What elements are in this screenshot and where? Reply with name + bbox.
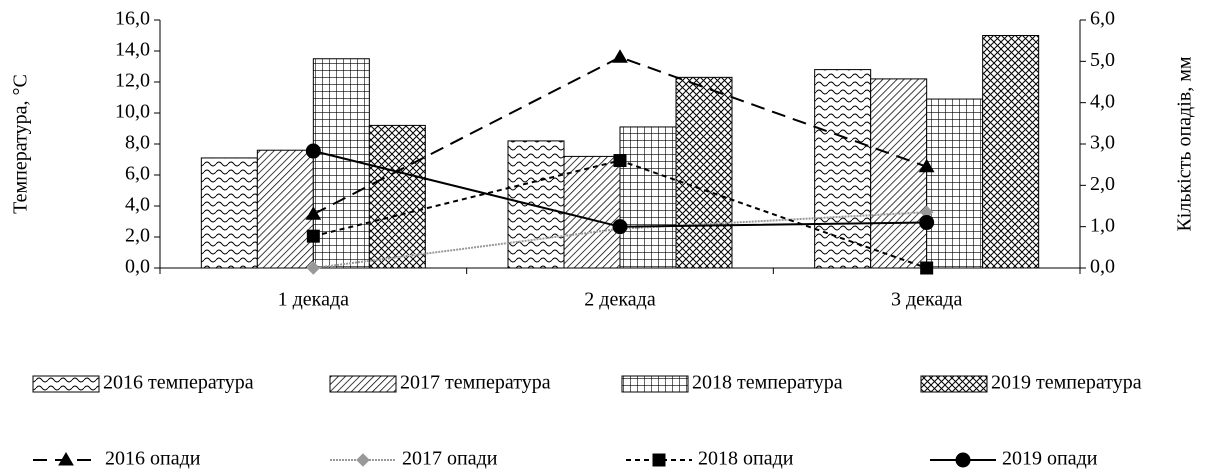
y-tick-label: 0,0 [125, 256, 150, 278]
x-tick-label: 1 декада [278, 289, 350, 311]
y2-tick-label: 6,0 [1090, 8, 1115, 30]
y2-tick-label: 3,0 [1090, 132, 1115, 154]
legend-swatch [329, 375, 397, 393]
y2-axis-label: Кількість опадів, мм [1174, 56, 1196, 231]
legend-label: 2019 опади [1002, 448, 1098, 470]
y-tick-label: 2,0 [125, 225, 150, 247]
y-tick-label: 6,0 [125, 163, 150, 185]
legend-label: 2017 температура [400, 372, 551, 394]
marker [612, 49, 628, 63]
marker [613, 154, 627, 168]
marker [652, 453, 666, 467]
legend-label: 2016 температура [103, 372, 254, 394]
x-tick-label: 3 декада [891, 289, 963, 311]
marker [612, 219, 628, 235]
legend-swatch [621, 375, 689, 393]
marker [955, 452, 971, 468]
y-tick-label: 4,0 [125, 194, 150, 216]
bar [619, 126, 677, 269]
legend-label: 2018 опади [698, 448, 794, 470]
y-tick-label: 14,0 [115, 39, 150, 61]
legend-swatch [32, 375, 100, 393]
y-tick-label: 12,0 [115, 70, 150, 92]
marker [58, 452, 74, 466]
legend-label: 2017 опади [402, 448, 498, 470]
y2-tick-label: 0,0 [1090, 256, 1115, 278]
y2-tick-label: 2,0 [1090, 173, 1115, 195]
bar [507, 140, 565, 269]
bar [814, 69, 872, 269]
bar [368, 124, 426, 269]
y2-tick-label: 4,0 [1090, 90, 1115, 112]
bar [675, 76, 733, 269]
marker [918, 158, 935, 173]
bar [256, 149, 314, 269]
legend-label: 2016 опади [105, 448, 201, 470]
y2-tick-label: 5,0 [1090, 49, 1115, 71]
bar [982, 35, 1040, 269]
marker [306, 261, 321, 275]
y-axis-label: Температура, °С [10, 74, 32, 214]
bar [200, 157, 258, 269]
marker [356, 453, 370, 467]
legend-label: 2019 температура [991, 372, 1142, 394]
marker [920, 261, 934, 275]
y-tick-label: 8,0 [125, 132, 150, 154]
marker [306, 229, 320, 243]
legend-swatch [920, 375, 988, 393]
marker [305, 206, 322, 220]
y-tick-label: 16,0 [115, 8, 150, 30]
line [312, 56, 928, 216]
bar [563, 155, 621, 269]
bar [870, 78, 928, 269]
bar [926, 98, 984, 269]
marker [305, 143, 321, 159]
y2-tick-label: 1,0 [1090, 214, 1115, 236]
x-tick-label: 2 декада [584, 289, 656, 311]
y-tick-label: 10,0 [115, 101, 150, 123]
marker [919, 215, 935, 231]
legend-label: 2018 температура [692, 372, 843, 394]
